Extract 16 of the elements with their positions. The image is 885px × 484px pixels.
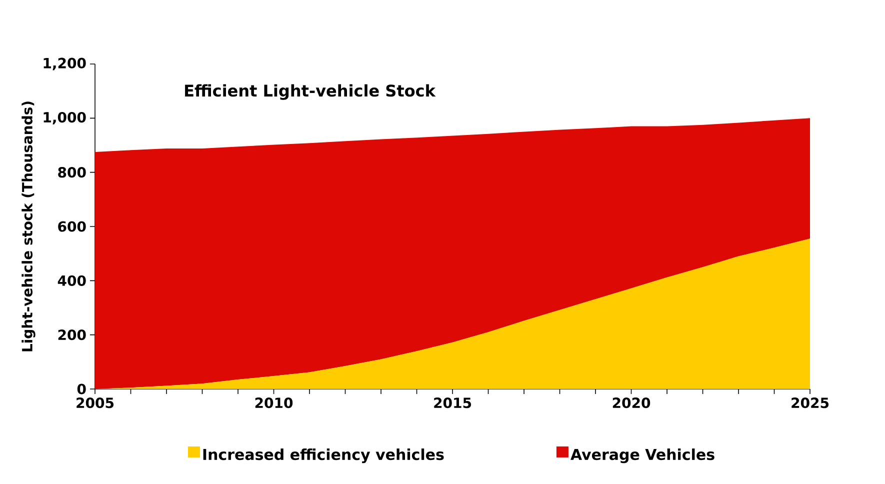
x-tick-label: 2010 [255, 398, 293, 408]
y-axis-title: Light-vehicle stock (Thousands) [22, 102, 36, 352]
y-tick-label: 600 [58, 221, 86, 232]
y-tick-label: 200 [58, 330, 86, 340]
y-tick-label: 800 [58, 167, 86, 178]
x-tick-label: 2025 [792, 398, 829, 408]
y-tick-label: 1,200 [44, 58, 86, 70]
text: Efficient Light-vehicle Stock [185, 84, 436, 100]
legend-label: Increased efficiency vehicles [203, 448, 444, 464]
legend-label: Average Vehicles [570, 448, 714, 464]
y-tick-label: 400 [58, 275, 86, 286]
x-tick-label: 2015 [434, 398, 472, 408]
y-tick-label: 0 [77, 384, 86, 394]
x-tick-label: 2020 [612, 398, 650, 408]
y-tick-label: 1,000 [44, 112, 86, 124]
x-tick-label: 2005 [76, 398, 114, 408]
